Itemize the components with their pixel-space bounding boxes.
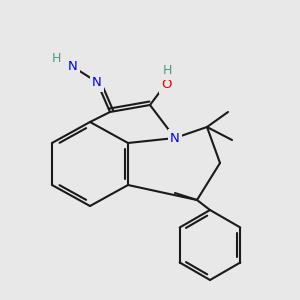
Text: N: N xyxy=(68,59,78,73)
Text: O: O xyxy=(162,79,172,92)
Text: H: H xyxy=(51,52,61,64)
Text: N: N xyxy=(170,131,180,145)
Text: H: H xyxy=(162,64,172,77)
Text: N: N xyxy=(92,76,102,89)
